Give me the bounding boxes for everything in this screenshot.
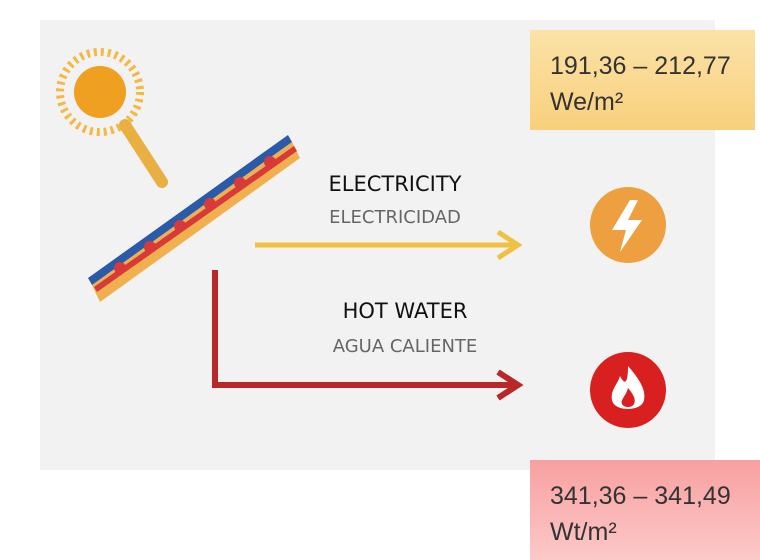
hot-water-value-box: 341,36 – 341,49 Wt/m² [530,460,760,560]
electricity-value-box: 191,36 – 212,77 We/m² [530,30,755,130]
electricity-icon [590,187,666,263]
electricity-arrow [255,229,523,261]
hot-water-label-es: AGUA CALIENTE [333,336,478,357]
hot-water-arrow [212,270,524,401]
hot-water-unit: Wt/m² [550,518,617,546]
electricity-range: 191,36 – 212,77 [550,52,731,80]
solar-panel [88,135,300,302]
sun [56,48,168,188]
hot-water-label: HOT WATER [343,299,468,323]
electricity-unit: We/m² [550,88,624,116]
electricity-label: ELECTRICITY [328,172,461,196]
fire-icon [590,352,666,428]
electricity-label-es: ELECTRICIDAD [329,207,461,228]
hot-water-range: 341,36 – 341,49 [550,482,731,510]
